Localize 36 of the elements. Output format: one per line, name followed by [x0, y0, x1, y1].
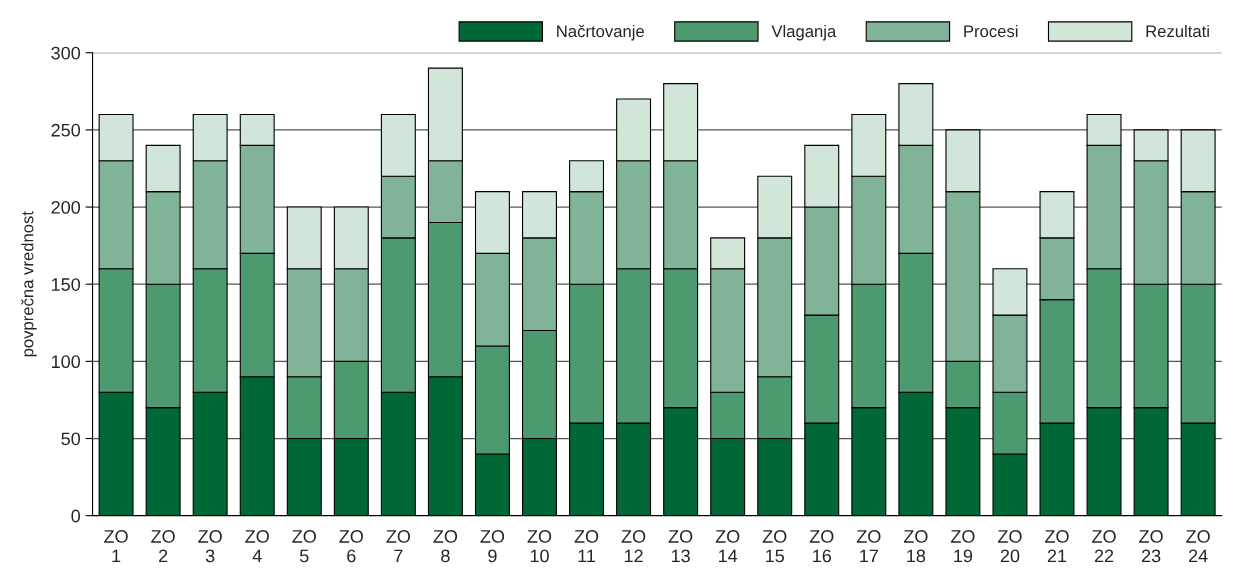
legend-label: Vlaganja	[771, 24, 837, 41]
x-tick-label: ZO 2	[151, 530, 175, 563]
y-tick-label: 200	[51, 200, 81, 214]
x-tick-label: ZO 13	[668, 530, 693, 563]
x-tick-label: ZO 10	[527, 530, 552, 563]
y-tick-label: 50	[61, 432, 81, 446]
x-tick-label: ZO 6	[339, 530, 363, 563]
x-tick-label: ZO 16	[809, 530, 834, 563]
legend-label: Načrtovanje	[557, 24, 644, 41]
x-tick-label: ZO 4	[245, 530, 269, 563]
y-tick-label: 250	[51, 123, 81, 137]
x-tick-label: ZO 7	[386, 530, 411, 563]
y-tick-label: 100	[52, 355, 81, 369]
legend-label: Rezultati	[1146, 24, 1209, 38]
y-tick-label: 150	[52, 278, 81, 291]
x-tick-label: ZO 14	[715, 530, 740, 563]
x-tick-label: ZO 20	[997, 530, 1022, 563]
x-tick-label: ZO 1	[104, 530, 128, 563]
x-tick-label: ZO 24	[1186, 530, 1210, 563]
y-tick-label: 300	[51, 46, 81, 60]
x-tick-label: ZO 9	[480, 530, 505, 563]
x-tick-label: ZO 22	[1092, 530, 1116, 563]
x-tick-label: ZO 21	[1045, 530, 1069, 563]
x-tick-label: ZO 3	[198, 530, 222, 563]
x-tick-label: ZO 12	[621, 530, 646, 563]
x-tick-label: ZO 17	[856, 530, 881, 563]
x-tick-label: ZO 15	[762, 530, 787, 563]
x-tick-label: ZO 19	[950, 530, 975, 563]
y-axis-title: povprečna vrednost	[21, 211, 37, 357]
x-tick-label: ZO 18	[903, 530, 928, 563]
x-tick-label: ZO 5	[292, 530, 316, 563]
x-tick-label: ZO 23	[1139, 530, 1163, 563]
legend-label: Procesi	[964, 24, 1018, 38]
y-tick-label: 0	[71, 509, 81, 523]
x-tick-label: ZO 11	[574, 530, 599, 563]
x-tick-label: ZO 8	[433, 530, 458, 563]
